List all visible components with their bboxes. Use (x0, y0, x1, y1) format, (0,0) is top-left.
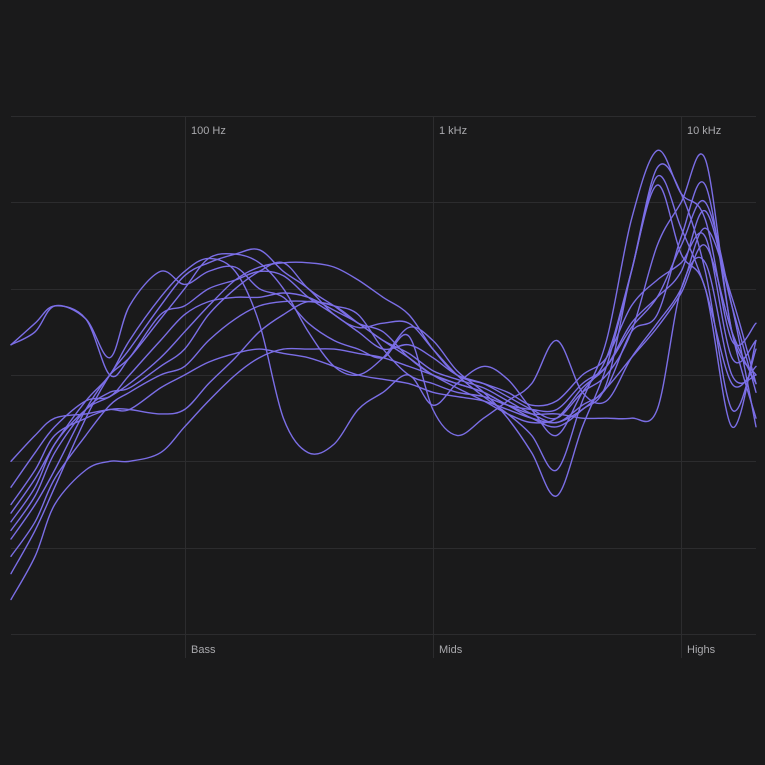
x-tick-label-1: 1 kHz (439, 125, 467, 137)
series-line-5 (10, 256, 757, 601)
series-line-8 (10, 163, 757, 540)
series-line-6 (10, 232, 757, 523)
x-tick-label-0: 100 Hz (191, 125, 226, 137)
series-line-10 (10, 174, 757, 514)
series-line-9 (10, 149, 757, 575)
band-label-2: Highs (687, 644, 716, 656)
series-lines (10, 149, 757, 601)
horizontal-grid (11, 116, 756, 635)
series-line-1 (10, 184, 757, 532)
series-line-11 (10, 227, 757, 437)
x-tick-labels: 100 Hz 1 kHz 10 kHz (191, 125, 721, 137)
band-labels: Bass Mids Highs (191, 644, 716, 656)
series-line-7 (10, 199, 757, 506)
x-tick-label-2: 10 kHz (687, 125, 721, 137)
band-label-0: Bass (191, 644, 216, 656)
vertical-grid (185, 116, 682, 658)
series-line-3 (10, 210, 757, 557)
band-label-1: Mids (439, 644, 463, 656)
series-line-2 (10, 181, 757, 488)
